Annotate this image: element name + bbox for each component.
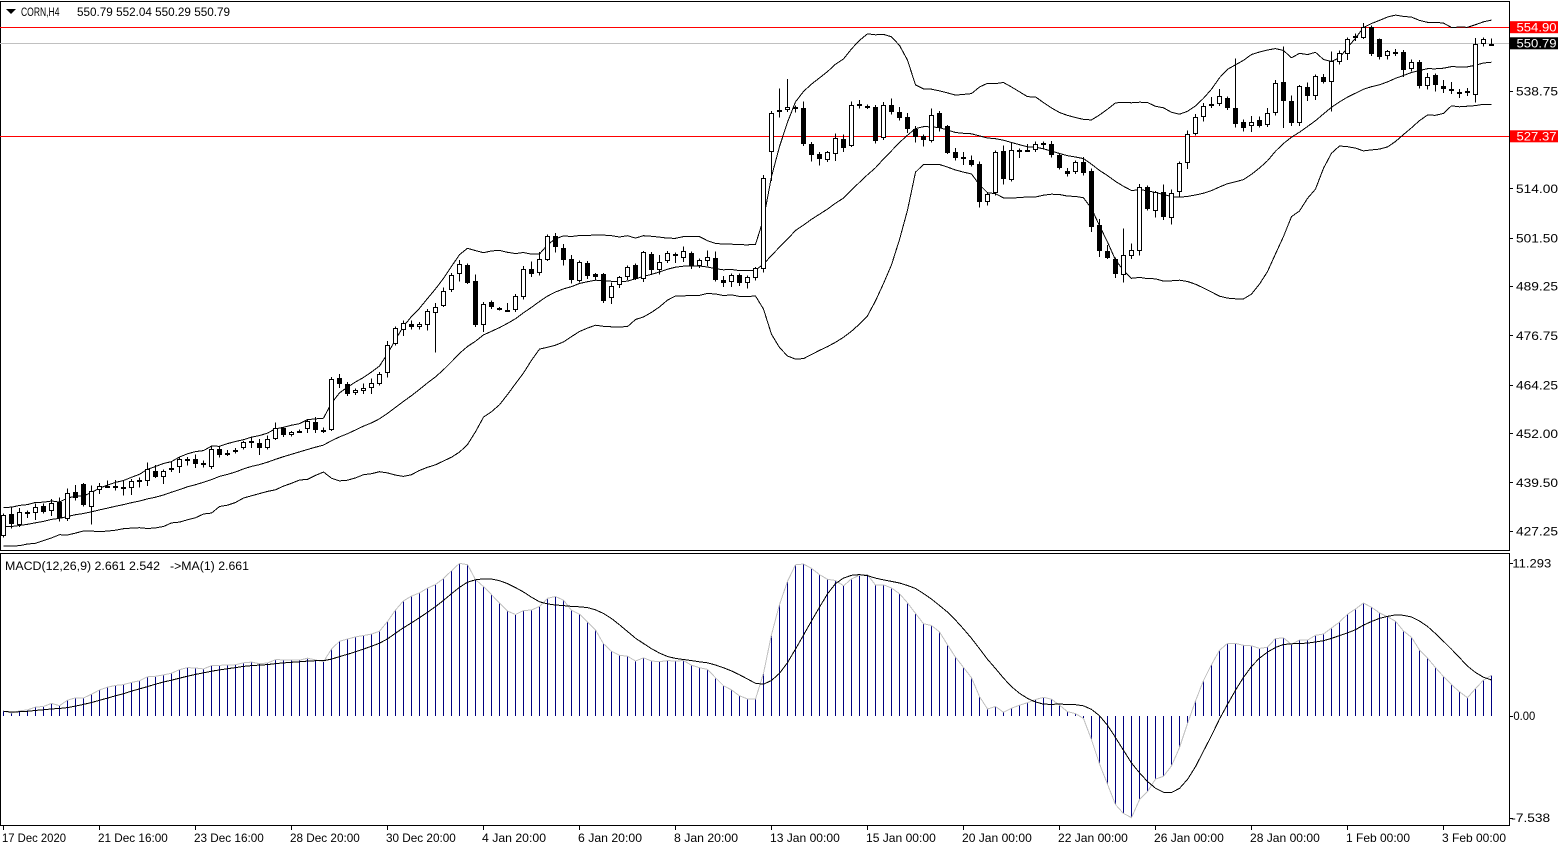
svg-text:CORN,H4: CORN,H4: [21, 7, 60, 19]
svg-text:489.25: 489.25: [1516, 280, 1558, 294]
svg-text:8 Jan 20:00: 8 Jan 20:00: [674, 831, 738, 845]
svg-text:427.25: 427.25: [1516, 525, 1558, 539]
svg-text:23 Dec 16:00: 23 Dec 16:00: [194, 831, 264, 845]
svg-text:554.90: 554.90: [1517, 20, 1557, 34]
svg-text:13 Jan 00:00: 13 Jan 00:00: [770, 831, 840, 845]
svg-text:11.293: 11.293: [1512, 557, 1551, 571]
svg-text:3 Feb 00:00: 3 Feb 00:00: [1442, 831, 1506, 845]
svg-text:0.00: 0.00: [1513, 709, 1535, 723]
svg-text:4 Jan 20:00: 4 Jan 20:00: [482, 831, 546, 845]
svg-text:28 Jan 00:00: 28 Jan 00:00: [1250, 831, 1320, 845]
svg-text:550.79 552.04 550.29 550.79: 550.79 552.04 550.29 550.79: [77, 7, 230, 19]
svg-text:501.50: 501.50: [1516, 231, 1558, 245]
svg-text:20 Jan 00:00: 20 Jan 00:00: [962, 831, 1032, 845]
svg-text:464.25: 464.25: [1516, 378, 1558, 392]
svg-text:6 Jan 20:00: 6 Jan 20:00: [578, 831, 642, 845]
svg-text:22 Jan 00:00: 22 Jan 00:00: [1058, 831, 1128, 845]
svg-text:30 Dec 20:00: 30 Dec 20:00: [386, 831, 456, 845]
svg-text:476.75: 476.75: [1516, 329, 1558, 343]
svg-text:452.00: 452.00: [1516, 427, 1558, 441]
svg-text:->MA(1) 2.661: ->MA(1) 2.661: [170, 561, 249, 573]
svg-text:439.50: 439.50: [1516, 476, 1558, 490]
svg-text:MACD(12,26,9) 2.661 2.542: MACD(12,26,9) 2.661 2.542: [5, 561, 160, 573]
svg-text:-7.538: -7.538: [1511, 811, 1550, 825]
svg-text:514.00: 514.00: [1516, 182, 1558, 196]
svg-text:538.75: 538.75: [1516, 84, 1558, 98]
svg-text:1 Feb 00:00: 1 Feb 00:00: [1346, 831, 1410, 845]
svg-text:15 Jan 00:00: 15 Jan 00:00: [866, 831, 936, 845]
svg-text:550.79: 550.79: [1517, 37, 1557, 51]
svg-text:17 Dec 2020: 17 Dec 2020: [2, 831, 66, 845]
svg-text:28 Dec 20:00: 28 Dec 20:00: [290, 831, 360, 845]
svg-text:527.37: 527.37: [1517, 130, 1557, 144]
svg-text:26 Jan 00:00: 26 Jan 00:00: [1154, 831, 1224, 845]
svg-text:21 Dec 16:00: 21 Dec 16:00: [98, 831, 168, 845]
